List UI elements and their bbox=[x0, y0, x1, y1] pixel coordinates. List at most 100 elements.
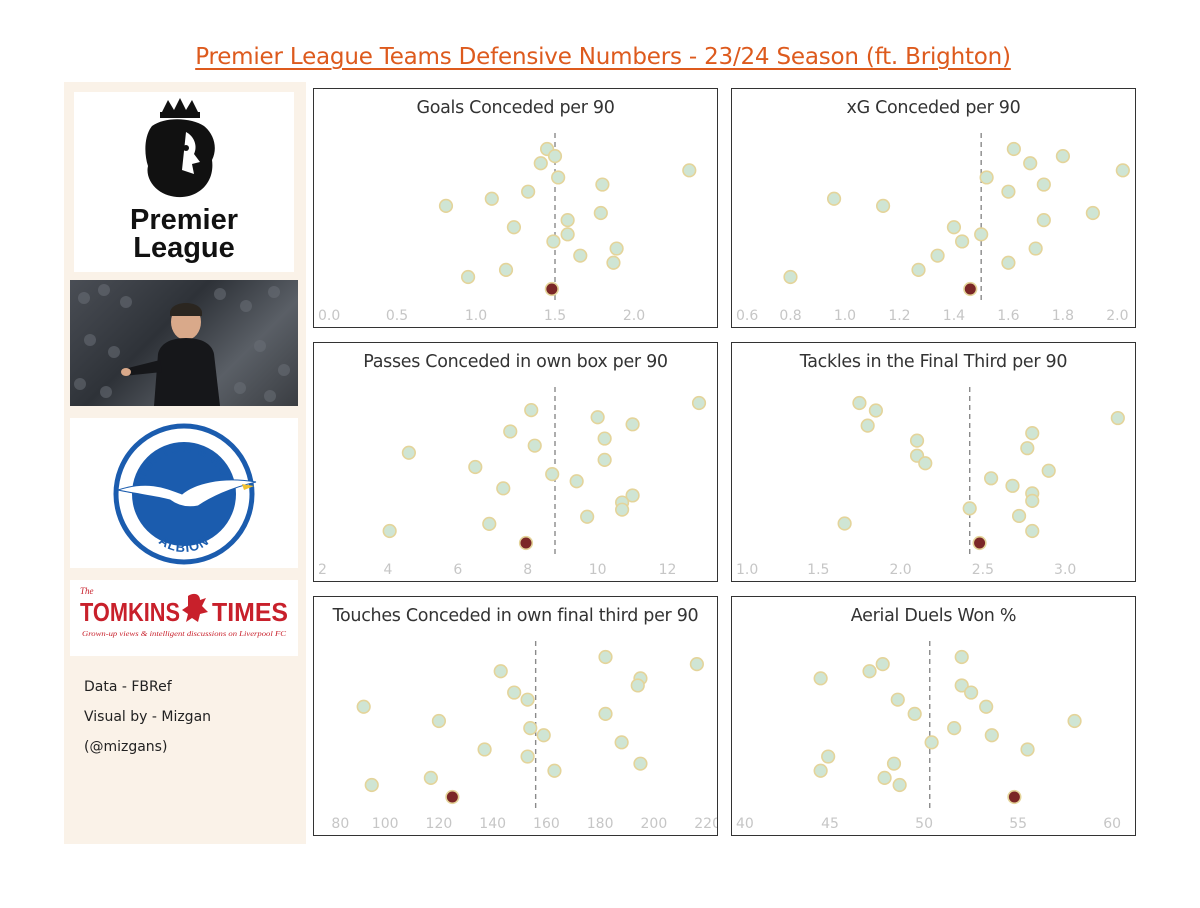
team-dot bbox=[1006, 141, 1021, 157]
team-dot bbox=[573, 248, 588, 263]
team-dot bbox=[356, 699, 371, 714]
x-tick-label: 0.5 bbox=[386, 308, 408, 324]
team-dot bbox=[1001, 184, 1016, 199]
team-dot bbox=[523, 721, 538, 736]
team-dot bbox=[813, 671, 828, 686]
scatter-plot: 2 4 6 8 10 12 bbox=[318, 387, 707, 578]
x-tick-label: 12 bbox=[659, 562, 677, 578]
highlight-dot bbox=[445, 789, 460, 805]
team-dot bbox=[364, 777, 379, 793]
chart-title: xG Conceded per 90 bbox=[846, 98, 1021, 118]
credit-visual: Visual by - Mizgan bbox=[84, 709, 212, 725]
team-dot bbox=[964, 685, 979, 700]
team-dot bbox=[892, 777, 907, 793]
team-dot bbox=[524, 403, 539, 418]
team-dot bbox=[590, 410, 605, 425]
team-dot bbox=[1025, 426, 1040, 441]
team-dot bbox=[580, 509, 595, 524]
highlight-dot bbox=[544, 281, 559, 297]
scatter-plot: 80 100 120 140 160 180 200 220 bbox=[331, 641, 717, 832]
team-dot bbox=[911, 262, 926, 277]
page-title: Premier League Teams Defensive Numbers -… bbox=[195, 44, 1011, 70]
team-dot bbox=[955, 234, 970, 249]
team-dot bbox=[946, 220, 962, 235]
team-dot bbox=[560, 213, 575, 228]
premier-league-logo: Premier League bbox=[74, 92, 294, 272]
x-tick-label: 2.0 bbox=[889, 562, 911, 578]
team-dot bbox=[1025, 523, 1040, 539]
x-tick-label: 0.8 bbox=[779, 308, 801, 324]
team-dot bbox=[1041, 463, 1056, 478]
chart-panel-aerial-duels: Aerial Duels Won % 40 45 50 55 60 bbox=[731, 596, 1136, 836]
team-dot bbox=[962, 501, 977, 516]
team-dot bbox=[783, 269, 798, 285]
x-tick-label: 120 bbox=[426, 816, 453, 832]
team-dot bbox=[520, 749, 535, 764]
x-tick-label: 55 bbox=[1009, 816, 1027, 832]
x-tick-label: 180 bbox=[587, 816, 614, 832]
x-tick-label: 1.0 bbox=[834, 308, 856, 324]
x-tick-label: 2.5 bbox=[972, 562, 994, 578]
team-dot bbox=[545, 467, 560, 482]
team-dot bbox=[468, 459, 483, 475]
team-dot bbox=[860, 418, 875, 433]
bha-logo-text-bottom: ALBION bbox=[156, 533, 210, 556]
team-dot bbox=[484, 191, 499, 206]
chart-panel-touches-conceded: Touches Conceded in own final third per … bbox=[313, 596, 718, 836]
x-tick-label: 1.8 bbox=[1052, 308, 1074, 324]
manager-photo bbox=[70, 280, 298, 406]
team-dot bbox=[598, 649, 613, 665]
team-dot bbox=[821, 749, 836, 764]
team-dot bbox=[630, 678, 645, 693]
team-dot bbox=[974, 227, 989, 242]
team-dot bbox=[691, 395, 707, 411]
x-tick-label: 60 bbox=[1103, 816, 1121, 832]
team-dot bbox=[826, 191, 842, 206]
team-dot bbox=[876, 198, 891, 213]
x-tick-label: 1.6 bbox=[997, 308, 1019, 324]
team-dot bbox=[382, 523, 397, 539]
team-dot bbox=[536, 728, 551, 743]
team-dot bbox=[614, 735, 629, 750]
team-dot bbox=[493, 664, 508, 679]
team-dot bbox=[597, 452, 612, 467]
x-tick-label: 1.0 bbox=[465, 308, 487, 324]
team-dot bbox=[984, 728, 999, 743]
team-dot bbox=[947, 721, 962, 736]
team-dot bbox=[813, 763, 828, 778]
highlight-dot bbox=[963, 281, 978, 297]
team-dot bbox=[498, 262, 514, 277]
x-tick-label: 140 bbox=[479, 816, 506, 832]
team-dot bbox=[423, 770, 438, 785]
highlight-dot bbox=[1007, 789, 1022, 805]
team-dot bbox=[886, 756, 902, 771]
team-dot bbox=[837, 516, 852, 531]
pl-logo-text-2: League bbox=[133, 232, 235, 264]
x-tick-label: 0.0 bbox=[318, 308, 340, 324]
scatter-plot: 1.0 1.5 2.0 2.5 3.0 bbox=[736, 387, 1125, 578]
x-tick-label: 2 bbox=[318, 562, 327, 578]
sidebar: Premier League bbox=[64, 82, 306, 844]
x-tick-label: 45 bbox=[821, 816, 839, 832]
team-dot bbox=[401, 445, 416, 460]
lion-icon: Premier League bbox=[130, 98, 238, 264]
team-dot bbox=[431, 713, 447, 729]
x-tick-label: 40 bbox=[736, 816, 754, 832]
x-tick-label: 80 bbox=[331, 816, 349, 832]
team-dot bbox=[1036, 213, 1051, 228]
tt-logo-text-1: TOMKINS bbox=[80, 597, 180, 627]
team-dot bbox=[930, 248, 945, 263]
team-dot bbox=[633, 756, 648, 771]
team-dot bbox=[1067, 713, 1082, 729]
tt-logo-text-2: TIMES bbox=[212, 597, 288, 627]
highlight-dot bbox=[518, 535, 534, 551]
chart-panel-tackles-final-third: Tackles in the Final Third per 90 1.0 1.5… bbox=[731, 342, 1136, 582]
x-tick-label: 4 bbox=[383, 562, 392, 578]
team-dot bbox=[461, 269, 476, 285]
x-tick-label: 1.5 bbox=[544, 308, 566, 324]
tomkins-times-logo: The TOMKINS TIMES Grown-up views & intel… bbox=[70, 580, 298, 656]
team-dot bbox=[890, 692, 905, 707]
team-dot bbox=[954, 649, 969, 665]
x-tick-label: 1.2 bbox=[888, 308, 910, 324]
team-dot bbox=[1001, 255, 1016, 270]
